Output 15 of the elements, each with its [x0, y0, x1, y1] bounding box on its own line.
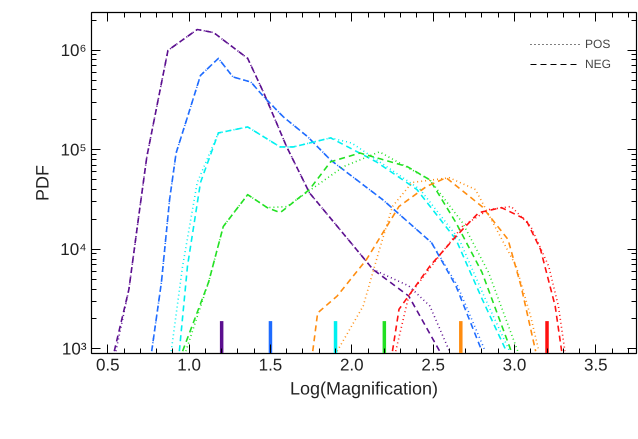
x-tick-label: 0.5: [96, 356, 120, 374]
y-tick-label: 10⁶: [60, 40, 87, 60]
x-tick-label: 1.5: [258, 356, 282, 374]
x-tick-label: 2.0: [340, 356, 364, 374]
x-tick-label: 3.5: [584, 356, 608, 374]
x-tick-label: 1.0: [177, 356, 201, 374]
y-tick-label: 10³: [62, 339, 87, 358]
x-tick-label: 3.0: [502, 356, 526, 374]
annotation: NEG: [584, 57, 611, 71]
annotation: POS: [584, 37, 610, 51]
x-tick-label: 2.5: [421, 356, 445, 374]
x-axis-title: Log(Magnification): [290, 378, 438, 398]
y-axis-title: PDF: [32, 164, 52, 201]
y-tick-label: 10⁴: [60, 240, 87, 259]
y-tick-label: 10⁵: [60, 140, 87, 160]
